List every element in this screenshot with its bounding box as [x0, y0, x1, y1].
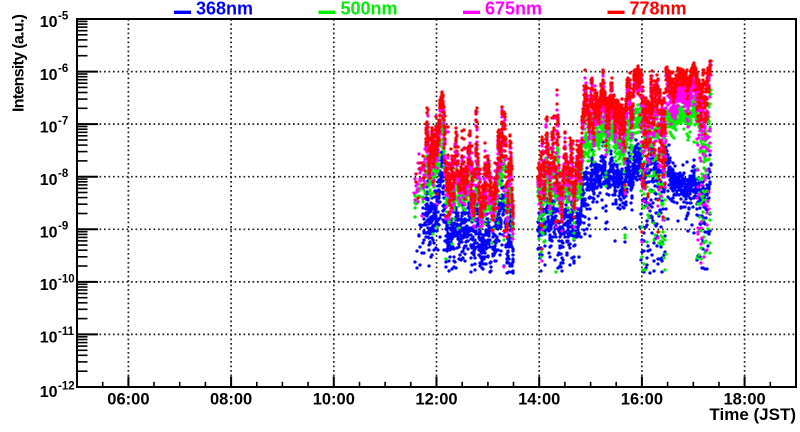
svg-text:10: 10: [40, 384, 58, 401]
svg-text:10: 10: [40, 225, 58, 242]
svg-text:10: 10: [40, 67, 58, 84]
svg-text:-10: -10: [58, 273, 75, 285]
svg-text:-6: -6: [58, 63, 68, 75]
svg-text:368nm: 368nm: [196, 0, 253, 19]
svg-text:16:00: 16:00: [621, 391, 663, 409]
svg-text:500nm: 500nm: [341, 0, 398, 19]
svg-text:10:00: 10:00: [313, 391, 355, 409]
svg-text:-5: -5: [58, 10, 69, 22]
svg-text:14:00: 14:00: [518, 391, 560, 409]
svg-text:10: 10: [40, 14, 58, 31]
svg-text:08:00: 08:00: [210, 391, 252, 409]
svg-text:-7: -7: [58, 116, 68, 128]
svg-text:18:00: 18:00: [723, 391, 765, 409]
svg-text:Time (JST): Time (JST): [709, 405, 796, 424]
svg-text:10: 10: [40, 330, 58, 347]
svg-text:12:00: 12:00: [415, 391, 457, 409]
svg-text:10: 10: [40, 119, 58, 136]
svg-text:-9: -9: [58, 221, 68, 233]
svg-text:10: 10: [40, 172, 58, 189]
svg-text:-12: -12: [58, 380, 75, 392]
svg-text:675nm: 675nm: [485, 0, 542, 19]
svg-text:-11: -11: [58, 326, 75, 338]
svg-text:-8: -8: [58, 168, 69, 180]
svg-text:06:00: 06:00: [107, 391, 149, 409]
svg-text:Intensity (a.u.): Intensity (a.u.): [11, 14, 28, 112]
svg-text:10: 10: [40, 277, 58, 294]
svg-text:778nm: 778nm: [630, 0, 687, 19]
